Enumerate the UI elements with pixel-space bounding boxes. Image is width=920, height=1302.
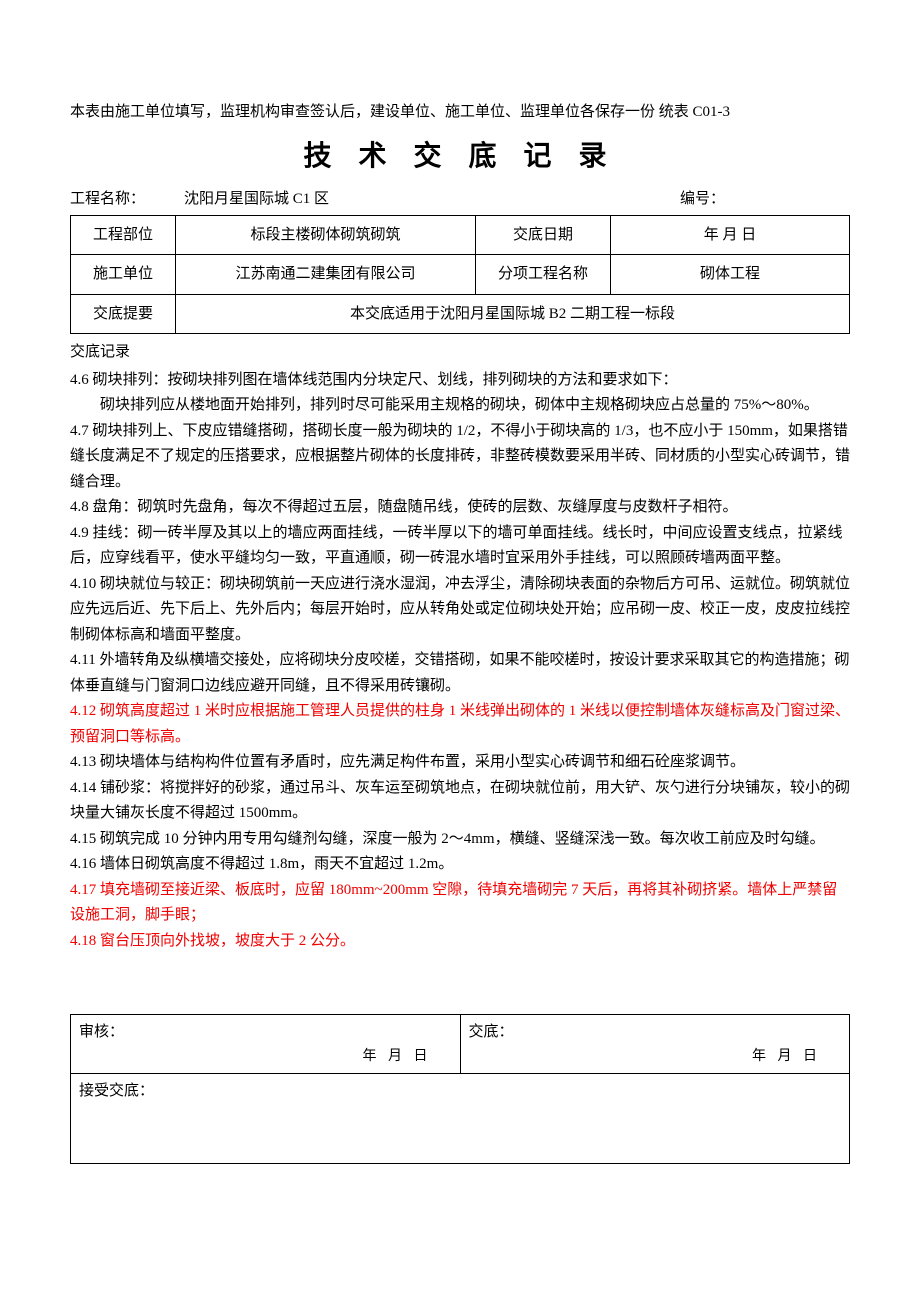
p-4-16: 4.16 墙体日砌筑高度不得超过 1.8m，雨天不宜超过 1.2m。 xyxy=(70,852,850,878)
p-4-17: 4.17 填充墙砌至接近梁、板底时，应留 180mm~200mm 空隙，待填充墙… xyxy=(70,878,850,929)
p-4-12: 4.12 砌筑高度超过 1 米时应根据施工管理人员提供的柱身 1 米线弹出砌体的… xyxy=(70,699,850,750)
p-4-10: 4.10 砌块就位与较正：砌块砌筑前一天应进行浇水湿润，冲去浮尘，清除砌块表面的… xyxy=(70,572,850,649)
records-title: 交底记录 xyxy=(70,340,850,366)
proj-name-value: 沈阳月星国际城 C1 区 xyxy=(160,188,480,211)
review-label: 审核： xyxy=(79,1021,452,1044)
disclose-label: 交底： xyxy=(469,1021,842,1044)
project-line: 工程名称： 沈阳月星国际城 C1 区 编号： xyxy=(70,188,850,211)
p-4-9: 4.9 挂线：砌一砖半厚及其以上的墙应两面挂线，一砖半厚以下的墙可单面挂线。线长… xyxy=(70,521,850,572)
cell-date-label: 交底日期 xyxy=(476,215,611,255)
p-4-15: 4.15 砌筑完成 10 分钟内用专用勾缝剂勾缝，深度一般为 2～4mm，横缝、… xyxy=(70,827,850,853)
cell-subname-value: 砌体工程 xyxy=(611,255,850,295)
cell-unit-value: 江苏南通二建集团有限公司 xyxy=(176,255,476,295)
p-4-11: 4.11 外墙转角及纵横墙交接处，应将砌块分皮咬槎，交错搭砌，如果不能咬槎时，按… xyxy=(70,648,850,699)
signature-table: 审核： 年 月 日 交底： 年 月 日 接受交底： xyxy=(70,1014,850,1164)
header-table: 工程部位 标段主楼砌体砌筑砌筑 交底日期 年 月 日 施工单位 江苏南通二建集团… xyxy=(70,215,850,335)
accept-cell: 接受交底： xyxy=(71,1073,850,1163)
doc-title: 技 术 交 底 记 录 xyxy=(70,136,850,178)
review-cell: 审核： 年 月 日 xyxy=(71,1015,461,1074)
disclose-date: 年 月 日 xyxy=(469,1046,842,1067)
top-note: 本表由施工单位填写，监理机构审查签认后，建设单位、施工单位、监理单位各保存一份 … xyxy=(70,100,850,124)
cell-subname-label: 分项工程名称 xyxy=(476,255,611,295)
proj-name-label: 工程名称： xyxy=(70,188,160,211)
p-4-7: 4.7 砌块排列上、下皮应错缝搭砌，搭砌长度一般为砌块的 1/2，不得小于砌块高… xyxy=(70,419,850,496)
review-date: 年 月 日 xyxy=(79,1046,452,1067)
p-4-14: 4.14 铺砂浆：将搅拌好的砂浆，通过吊斗、灰车运至砌筑地点，在砌块就位前，用大… xyxy=(70,776,850,827)
disclose-cell: 交底： 年 月 日 xyxy=(460,1015,850,1074)
accept-label: 接受交底： xyxy=(79,1080,841,1103)
cell-part-value: 标段主楼砌体砌筑砌筑 xyxy=(176,215,476,255)
p-4-13: 4.13 砌块墙体与结构构件位置有矛盾时，应先满足构件布置，采用小型实心砖调节和… xyxy=(70,750,850,776)
p-4-18: 4.18 窗台压顶向外找坡，坡度大于 2 公分。 xyxy=(70,929,850,955)
code-label: 编号： xyxy=(680,188,725,211)
cell-summary-value: 本交底适用于沈阳月星国际城 B2 二期工程一标段 xyxy=(176,294,850,334)
p-4-6: 4.6 砌块排列：按砌块排列图在墙体线范围内分块定尺、划线，排列砌块的方法和要求… xyxy=(70,368,850,394)
cell-unit-label: 施工单位 xyxy=(71,255,176,295)
cell-date-value: 年 月 日 xyxy=(611,215,850,255)
cell-part-label: 工程部位 xyxy=(71,215,176,255)
p-4-6b: 砌块排列应从楼地面开始排列，排列时尽可能采用主规格的砌块，砌体中主规格砌块应占总… xyxy=(70,393,850,419)
p-4-8: 4.8 盘角：砌筑时先盘角，每次不得超过五层，随盘随吊线，使砖的层数、灰缝厚度与… xyxy=(70,495,850,521)
records-section: 交底记录 4.6 砌块排列：按砌块排列图在墙体线范围内分块定尺、划线，排列砌块的… xyxy=(70,340,850,954)
cell-summary-label: 交底提要 xyxy=(71,294,176,334)
